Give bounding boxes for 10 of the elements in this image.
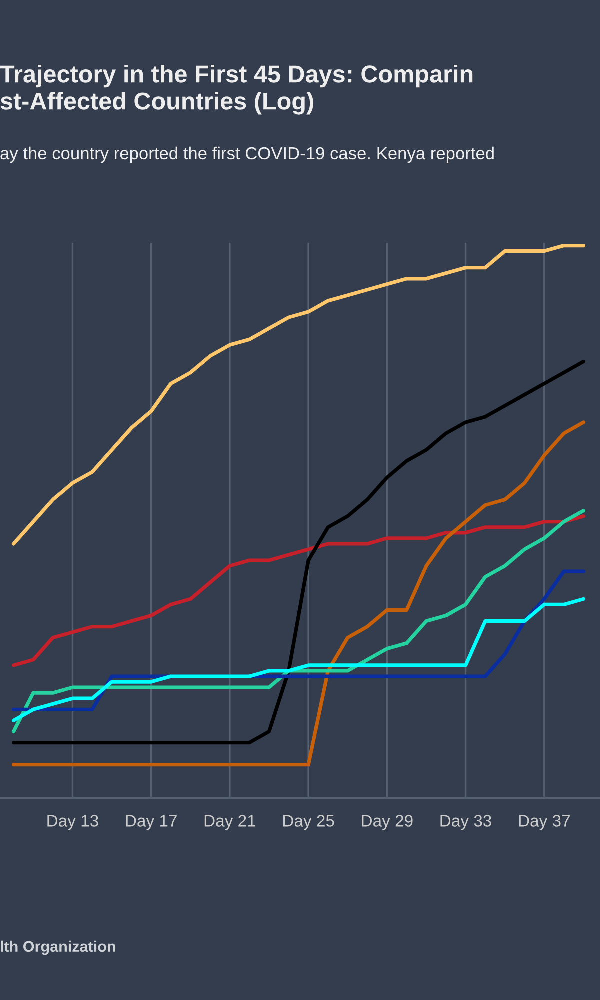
x-tick-label: Day 13 [48, 815, 98, 830]
x-tick-label: Day 29 [362, 815, 413, 830]
x-tick-label: Day 17 [126, 815, 177, 830]
x-tick-label: Day 37 [519, 815, 570, 830]
x-tick-label: Day 21 [204, 815, 256, 830]
chart-title: Trajectory in the First 45 Days: Comparin st-Affected Countries (Log) [0, 65, 473, 115]
x-tick-label: Day 25 [284, 815, 334, 830]
chart-subtitle: ay the country reported the first COVID-19 case. Kenya reported [0, 146, 494, 164]
x-tick-label: Day 33 [440, 815, 492, 830]
text: lth Organization [1, 940, 116, 956]
